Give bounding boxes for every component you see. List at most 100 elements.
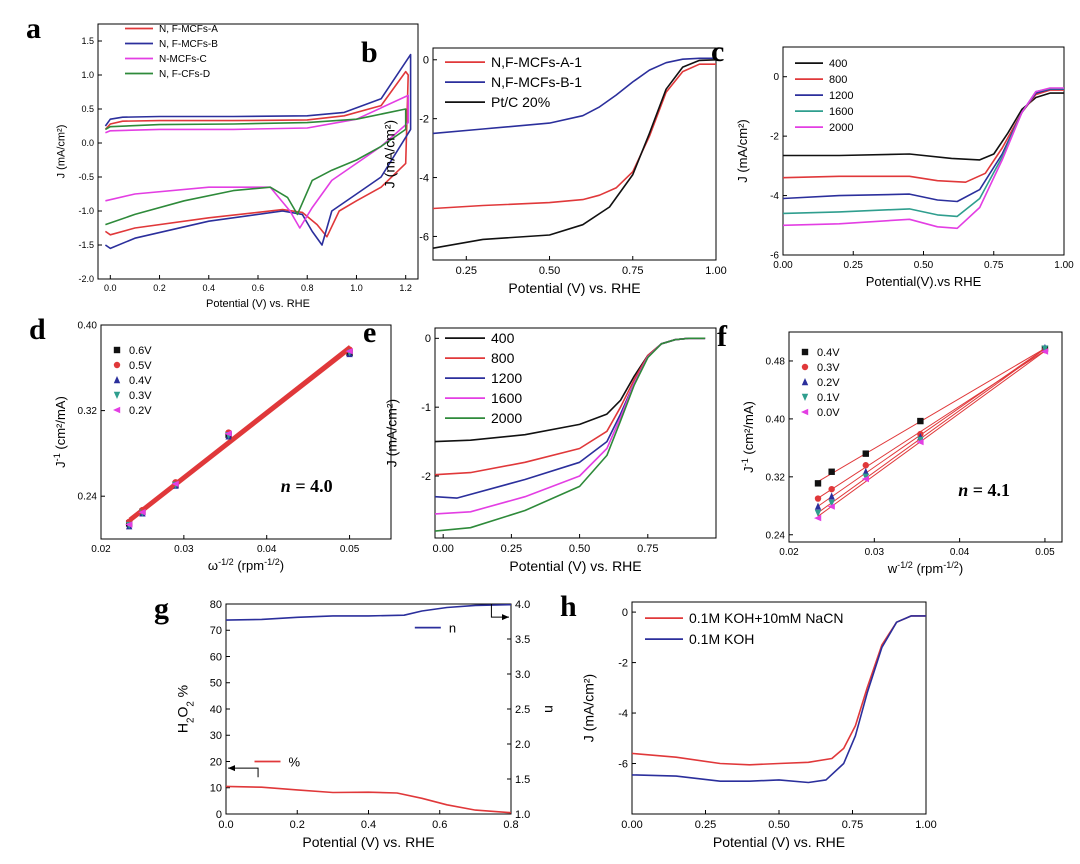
x-tick-label: 0.75 (842, 819, 863, 831)
legend-marker (113, 406, 121, 414)
x-tick-label: 0.0 (218, 819, 233, 831)
y-tick-label: 1.5 (81, 36, 94, 46)
x-axis-label: Potential(V).vs RHE (866, 274, 982, 289)
y2-tick-label: 4.0 (515, 599, 530, 611)
legend-label: 400 (829, 58, 847, 70)
y-tick-label: 30 (210, 730, 222, 742)
data-point (827, 503, 835, 510)
data-point (862, 462, 869, 469)
y-tick-label: 60 (210, 651, 222, 663)
y2-tick-label: 2.0 (515, 739, 530, 751)
x-tick-label: 0.02 (779, 547, 799, 558)
x-tick-label: 0.50 (768, 819, 789, 831)
fit-line-0.5V (128, 345, 351, 520)
series-line-0.1M KOH (632, 615, 926, 784)
legend-marker (801, 378, 809, 386)
x-axis-label: Potential (V) vs. RHE (508, 280, 640, 296)
data-point (917, 417, 924, 425)
panel-b: b 0.25 0.50 0.75 1.00 -6 -4 -2 0 Potential (V) vs… (361, 36, 727, 296)
data-point (814, 509, 822, 518)
legend-label: 1600 (829, 106, 853, 118)
plot-frame (225, 603, 512, 815)
y-axis-label: J (mA/cm²) (383, 399, 399, 467)
y-tick-label: 0.5 (81, 104, 94, 114)
series-group (125, 345, 353, 530)
legend-marker (801, 363, 809, 371)
fit-line-0.4V (817, 347, 1046, 482)
arrow-head-left (228, 765, 235, 772)
y-axis-label: H2O2 % (174, 685, 196, 733)
legend-label: 800 (829, 74, 847, 86)
plot-frame (631, 601, 927, 815)
x-tick-label: 0.50 (914, 260, 934, 271)
x-tick-label: 0.03 (865, 547, 885, 558)
panel-letter-g: g (154, 592, 169, 625)
y-tick-label: 0.40 (766, 414, 786, 425)
x-tick-label: 1.00 (915, 819, 936, 831)
fit-line-0.2V (817, 348, 1046, 507)
series-line-400 (435, 337, 706, 443)
series-line-N, F-MCFs-B (104, 53, 412, 250)
panel-f: f 0.02 0.03 0.04 0.05 0.24 0.32 0.40 0.48 w-1/2 (… (717, 320, 1063, 576)
y-tick-label: -4 (419, 172, 429, 184)
series-line-Pt/C 20% (433, 59, 716, 249)
x-tick-label: 0.6 (432, 819, 447, 831)
x-tick-label: 0.04 (950, 547, 970, 558)
series-group (814, 343, 1049, 522)
legend-label: N,F-MCFs-B-1 (491, 74, 582, 90)
legend-label: 0.4V (129, 375, 152, 387)
plot-frame (788, 331, 1063, 543)
y-tick-label: 0 (423, 55, 429, 67)
y-tick-label: -1.0 (78, 206, 94, 216)
series-group (433, 57, 716, 249)
legend-marker (113, 391, 121, 399)
legend-label: 0.5V (129, 360, 152, 372)
legend-label: 0.1M KOH+10mM NaCN (689, 610, 843, 626)
x-tick-label: 0.05 (1035, 547, 1055, 558)
series-line-N,F-MCFs-A-1 (433, 63, 716, 210)
panel-e: e 0.00 0.25 0.50 0.75 -2 -1 0 Potential (V) vs. … (363, 316, 717, 574)
x-tick-label: 1.0 (350, 283, 363, 293)
legend-label: 1600 (491, 390, 522, 406)
data-point (861, 475, 869, 483)
n-annotation: n = 4.0 (281, 476, 333, 496)
data-point (814, 514, 822, 522)
y-tick-label: 0.40 (78, 321, 98, 332)
series-line-2000 (783, 87, 1064, 230)
y-tick-label: -0.5 (78, 172, 94, 182)
data-point (862, 450, 869, 457)
series-line-N, F-MCFs-A (104, 70, 409, 238)
y-tick-label: -6 (618, 758, 628, 770)
arrow-head-right (502, 614, 509, 621)
legend-label: 1200 (491, 370, 522, 386)
data-point (828, 499, 835, 507)
x-tick-label: 0.04 (257, 544, 277, 555)
plot-frame (432, 47, 717, 261)
y-tick-label: -2 (770, 132, 779, 143)
panel-letter-h: h (560, 590, 577, 623)
y-tick-label: 40 (210, 704, 222, 716)
y-axis-label: J (mA/cm²) (580, 674, 596, 742)
y-tick-label: -4 (618, 708, 628, 720)
y-tick-label: -4 (770, 191, 779, 202)
x-tick-label: 0.50 (539, 265, 560, 277)
y-axis-label: J-1 (cm²/mA) (740, 401, 756, 473)
fit-line-0.0V (817, 350, 1046, 517)
y-tick-label: -2.0 (78, 274, 94, 284)
data-point (1040, 348, 1049, 355)
data-point (862, 467, 869, 475)
fit-line-0.2V (128, 346, 351, 522)
y-tick-label: 0.0 (81, 138, 94, 148)
y2-tick-label: 2.5 (515, 704, 530, 716)
y-tick-label: 0.32 (78, 406, 98, 417)
x-tick-label: 0.25 (501, 543, 522, 555)
x-tick-label: 0.0 (104, 283, 117, 293)
legend-label: 400 (491, 330, 515, 346)
y-tick-label: 0.24 (78, 492, 98, 503)
x-axis-label: Potential (V) vs. RHE (509, 558, 641, 574)
arrow-right (490, 604, 509, 618)
y-axis-label: J (mA/cm²) (56, 125, 68, 179)
y-tick-label: 0 (216, 809, 222, 821)
data-point (171, 480, 179, 488)
